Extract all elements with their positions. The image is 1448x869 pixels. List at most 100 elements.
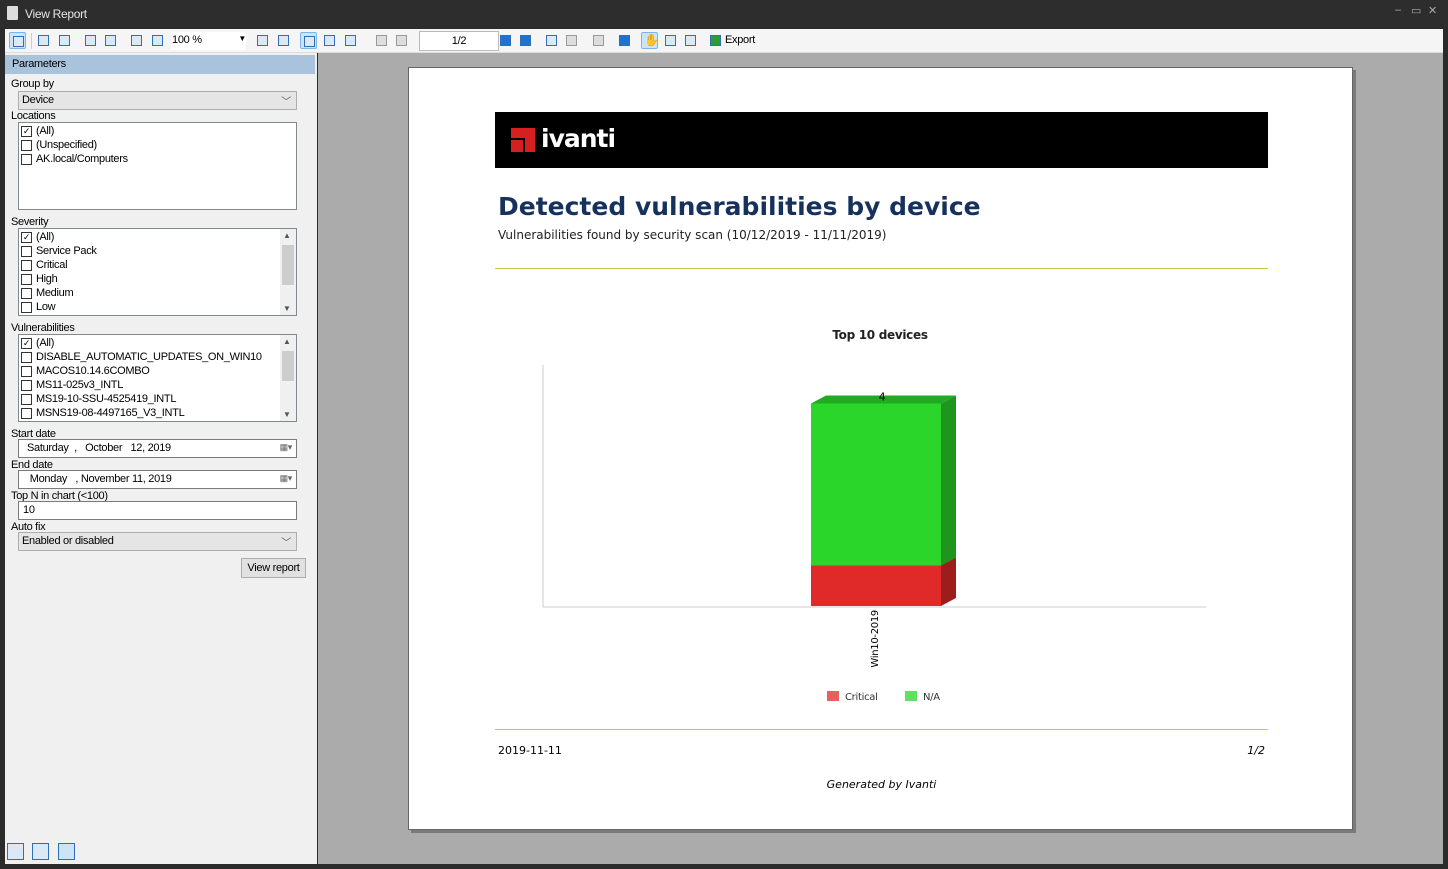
list-item[interactable]: Service Pack (19, 244, 296, 258)
hand-tool-button[interactable]: ✋ (641, 32, 659, 49)
list-item[interactable]: (Unspecified) (19, 138, 296, 152)
vulnerabilities-list[interactable]: ✓ (All) DISABLE_AUTOMATIC_UPDATES_ON_WIN1… (18, 334, 297, 422)
multi-page-button[interactable] (342, 32, 359, 49)
print-button[interactable] (35, 32, 52, 49)
print-preview-button[interactable] (56, 32, 73, 49)
continuous-icon (324, 35, 335, 46)
scrollbar[interactable]: ▲ ▼ (280, 335, 296, 421)
checkbox-checked[interactable]: ✓ (21, 337, 32, 349)
checkbox-checked[interactable]: ✓ (21, 125, 32, 137)
auto-fix-select[interactable]: Enabled or disabled ﹀ (18, 532, 297, 551)
zoom-in-button[interactable] (149, 32, 166, 49)
checkbox[interactable] (21, 351, 32, 363)
top-n-input[interactable]: 10 (18, 501, 297, 520)
checkbox[interactable] (21, 379, 32, 391)
find-button[interactable] (102, 32, 119, 49)
scrollbar[interactable]: ▲ ▼ (280, 229, 296, 315)
parameters-panel-button[interactable] (58, 843, 75, 860)
list-item[interactable]: Low (19, 300, 296, 314)
bar-top (811, 395, 956, 404)
snapshot-button[interactable] (682, 32, 699, 49)
select-tool-button[interactable] (662, 32, 679, 49)
parameters-icon (13, 36, 24, 47)
last-page-button[interactable] (517, 32, 534, 49)
checkbox[interactable] (21, 301, 32, 313)
snapshot-icon (685, 35, 696, 46)
locations-list[interactable]: ✓ (All) (Unspecified) AK.local/Computers (18, 122, 297, 210)
list-item[interactable]: ✓ (All) (21, 231, 55, 243)
last-page-icon (520, 35, 531, 46)
stop-icon (593, 35, 604, 46)
checkbox[interactable] (21, 393, 32, 405)
maximize-button[interactable]: ▭ (1411, 5, 1422, 17)
continuous-button[interactable] (321, 32, 338, 49)
parameters-panel: Parameters Group by Device ﹀ Locations ✓(… (5, 53, 317, 864)
forward-icon (566, 35, 577, 46)
checkbox[interactable] (21, 153, 32, 165)
page-width-button[interactable] (254, 32, 271, 49)
start-date-picker[interactable]: Saturday , October 12, 2019 ▦▾ (18, 439, 297, 458)
group-by-select[interactable]: Device ﹀ (18, 91, 297, 110)
vulnerabilities-label: Vulnerabilities (11, 322, 75, 334)
zoom-in-icon (152, 35, 163, 46)
calendar-icon[interactable]: ▦▾ (279, 442, 293, 452)
toggle-parameters-button[interactable] (9, 32, 26, 49)
list-item[interactable]: AK.local/Computers (19, 152, 296, 166)
list-item[interactable]: MSNS19-08-4497165_V3_INTL (19, 406, 296, 420)
next-page-icon (500, 35, 511, 46)
bar-side (941, 395, 956, 566)
whole-page-icon (278, 35, 289, 46)
first-page-button[interactable] (373, 32, 390, 49)
checkbox[interactable] (21, 259, 32, 271)
zoom-select[interactable]: 100 % ▼ (171, 32, 246, 50)
severity-label: Severity (11, 216, 49, 228)
checkbox[interactable] (21, 287, 32, 299)
checkbox[interactable] (21, 139, 32, 151)
copy-button[interactable] (82, 32, 99, 49)
list-item[interactable]: Medium (19, 286, 296, 300)
next-page-button[interactable] (497, 32, 514, 49)
toolbar: 100 % ▼ 1/2 ✋ Export (5, 29, 1443, 53)
checkbox[interactable] (21, 273, 32, 285)
document-map-button[interactable] (7, 843, 24, 860)
single-page-button[interactable] (300, 32, 317, 49)
refresh-button[interactable] (616, 32, 633, 49)
print-icon (38, 35, 49, 46)
stop-button[interactable] (590, 32, 607, 49)
x-tick-label: Win10-2019 (870, 610, 881, 668)
cursor-icon (665, 35, 676, 46)
list-item[interactable]: MACOS10.14.6COMBO (19, 364, 296, 378)
group-by-label: Group by (11, 78, 54, 90)
list-item[interactable]: ✓ (All) (21, 337, 55, 349)
chevron-down-icon: ▼ (238, 34, 246, 43)
page-number-input[interactable]: 1/2 (419, 31, 499, 51)
whole-page-button[interactable] (275, 32, 292, 49)
list-item[interactable]: MS19-10-SSU-4525419_INTL (19, 392, 296, 406)
checkbox[interactable] (21, 245, 32, 257)
view-report-button[interactable]: View report (241, 558, 306, 578)
checkbox-checked[interactable]: ✓ (21, 231, 32, 243)
list-item[interactable]: ✓ (All) (21, 125, 55, 137)
list-item[interactable]: DISABLE_AUTOMATIC_UPDATES_ON_WIN10 (19, 350, 296, 364)
previous-page-button[interactable] (393, 32, 410, 49)
search-panel-button[interactable] (32, 843, 49, 860)
back-button[interactable] (543, 32, 560, 49)
list-item[interactable]: High (19, 272, 296, 286)
report-viewer[interactable]: ivanti Detected vulnerabilities by devic… (318, 53, 1443, 864)
forward-button[interactable] (563, 32, 580, 49)
list-item[interactable]: Critical (19, 258, 296, 272)
severity-list[interactable]: ✓ (All) Service Pack Critical High Medium… (18, 228, 297, 316)
close-button[interactable]: ✕ (1428, 5, 1437, 17)
end-date-picker[interactable]: Monday , November 11, 2019 ▦▾ (18, 470, 297, 489)
bar-critical (811, 565, 941, 606)
export-button[interactable]: Export (707, 32, 762, 49)
zoom-out-button[interactable] (128, 32, 145, 49)
checkbox[interactable] (21, 365, 32, 377)
minimize-button[interactable]: – (1395, 4, 1401, 16)
divider (495, 268, 1268, 269)
checkbox[interactable] (21, 407, 32, 419)
calendar-icon[interactable]: ▦▾ (279, 473, 293, 483)
list-item[interactable]: MS11-025v3_INTL (19, 378, 296, 392)
footer-page: 1/2 (1247, 744, 1265, 757)
